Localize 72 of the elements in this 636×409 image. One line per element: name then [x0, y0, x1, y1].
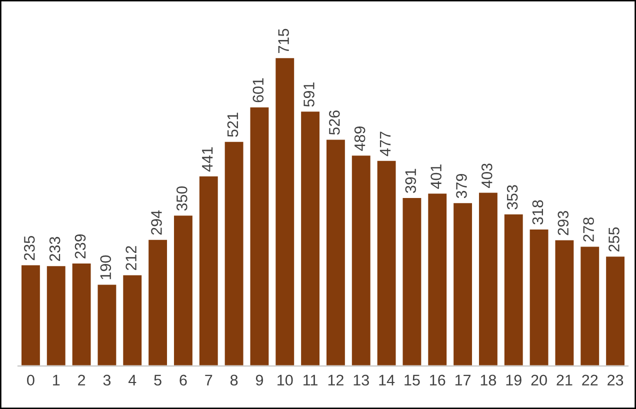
x-tick-label: 6: [180, 374, 187, 386]
bar: [248, 106, 270, 366]
x-tick-label: 7: [205, 374, 212, 386]
data-label: 233: [49, 236, 60, 261]
bar: [325, 138, 346, 366]
x-tick-label: 12: [328, 374, 344, 386]
x-tick-label: 17: [455, 374, 471, 386]
data-label: 441: [202, 147, 213, 172]
data-label: 379: [456, 174, 467, 198]
data-label: 239: [74, 234, 86, 258]
bar: [452, 202, 474, 366]
x-tick-label: 4: [128, 374, 136, 386]
bar: [274, 56, 296, 366]
data-label: 350: [176, 186, 188, 211]
x-tick-label: 23: [608, 374, 624, 386]
data-label: 190: [100, 255, 112, 280]
data-label: 293: [558, 211, 569, 236]
bar: [198, 175, 220, 366]
data-label: 255: [608, 227, 620, 252]
data-label: 212: [126, 246, 136, 270]
x-tick-label: 20: [531, 374, 547, 386]
data-label: 521: [227, 112, 238, 137]
bar: [503, 212, 524, 366]
bar: [70, 262, 92, 366]
bar: [223, 140, 245, 366]
bar: [46, 264, 67, 366]
x-tick-label: 8: [230, 374, 238, 386]
bar: [122, 274, 143, 366]
bar: [554, 238, 576, 366]
data-label: 235: [24, 236, 35, 260]
bar: [96, 283, 118, 366]
x-tick-label: 19: [506, 374, 522, 386]
bar: [579, 245, 600, 366]
data-label: 601: [252, 78, 264, 102]
x-tick-label: 15: [404, 374, 420, 386]
data-label: 715: [278, 28, 289, 53]
x-tick-label: 16: [430, 374, 446, 386]
x-tick-label: 10: [278, 374, 293, 386]
bar: [172, 214, 194, 366]
data-label: 489: [354, 126, 366, 151]
data-label: 526: [328, 110, 340, 135]
bar: [478, 191, 499, 366]
x-tick-label: 9: [256, 374, 263, 386]
data-label: 477: [380, 132, 390, 156]
bar: [401, 196, 423, 366]
x-tick-label: 5: [154, 374, 162, 386]
bar: [300, 110, 321, 366]
data-label: 591: [304, 82, 314, 107]
data-label: 318: [532, 200, 544, 224]
x-tick-label: 21: [556, 374, 572, 386]
bar: [147, 238, 168, 366]
x-tick-label: 18: [480, 374, 496, 386]
x-tick-label: 1: [53, 374, 60, 386]
x-tick-label: 13: [354, 374, 369, 386]
x-tick-label: 14: [379, 374, 395, 386]
data-label: 403: [481, 164, 492, 188]
bar: [604, 255, 626, 366]
bar: [350, 154, 372, 366]
x-tick-label: 2: [78, 374, 86, 386]
data-label: 401: [430, 164, 442, 189]
bar: [376, 159, 398, 366]
x-tick-label: 0: [27, 374, 34, 386]
data-label: 353: [506, 185, 518, 210]
x-tick-label: 22: [582, 374, 598, 386]
x-tick-label: 11: [304, 374, 318, 386]
data-label: 294: [151, 210, 162, 235]
bar: [20, 264, 42, 366]
x-tick-label: 3: [103, 374, 111, 386]
bar: [426, 192, 448, 366]
data-label: 278: [583, 218, 594, 242]
data-label: 391: [405, 168, 416, 193]
bar: [528, 228, 550, 366]
